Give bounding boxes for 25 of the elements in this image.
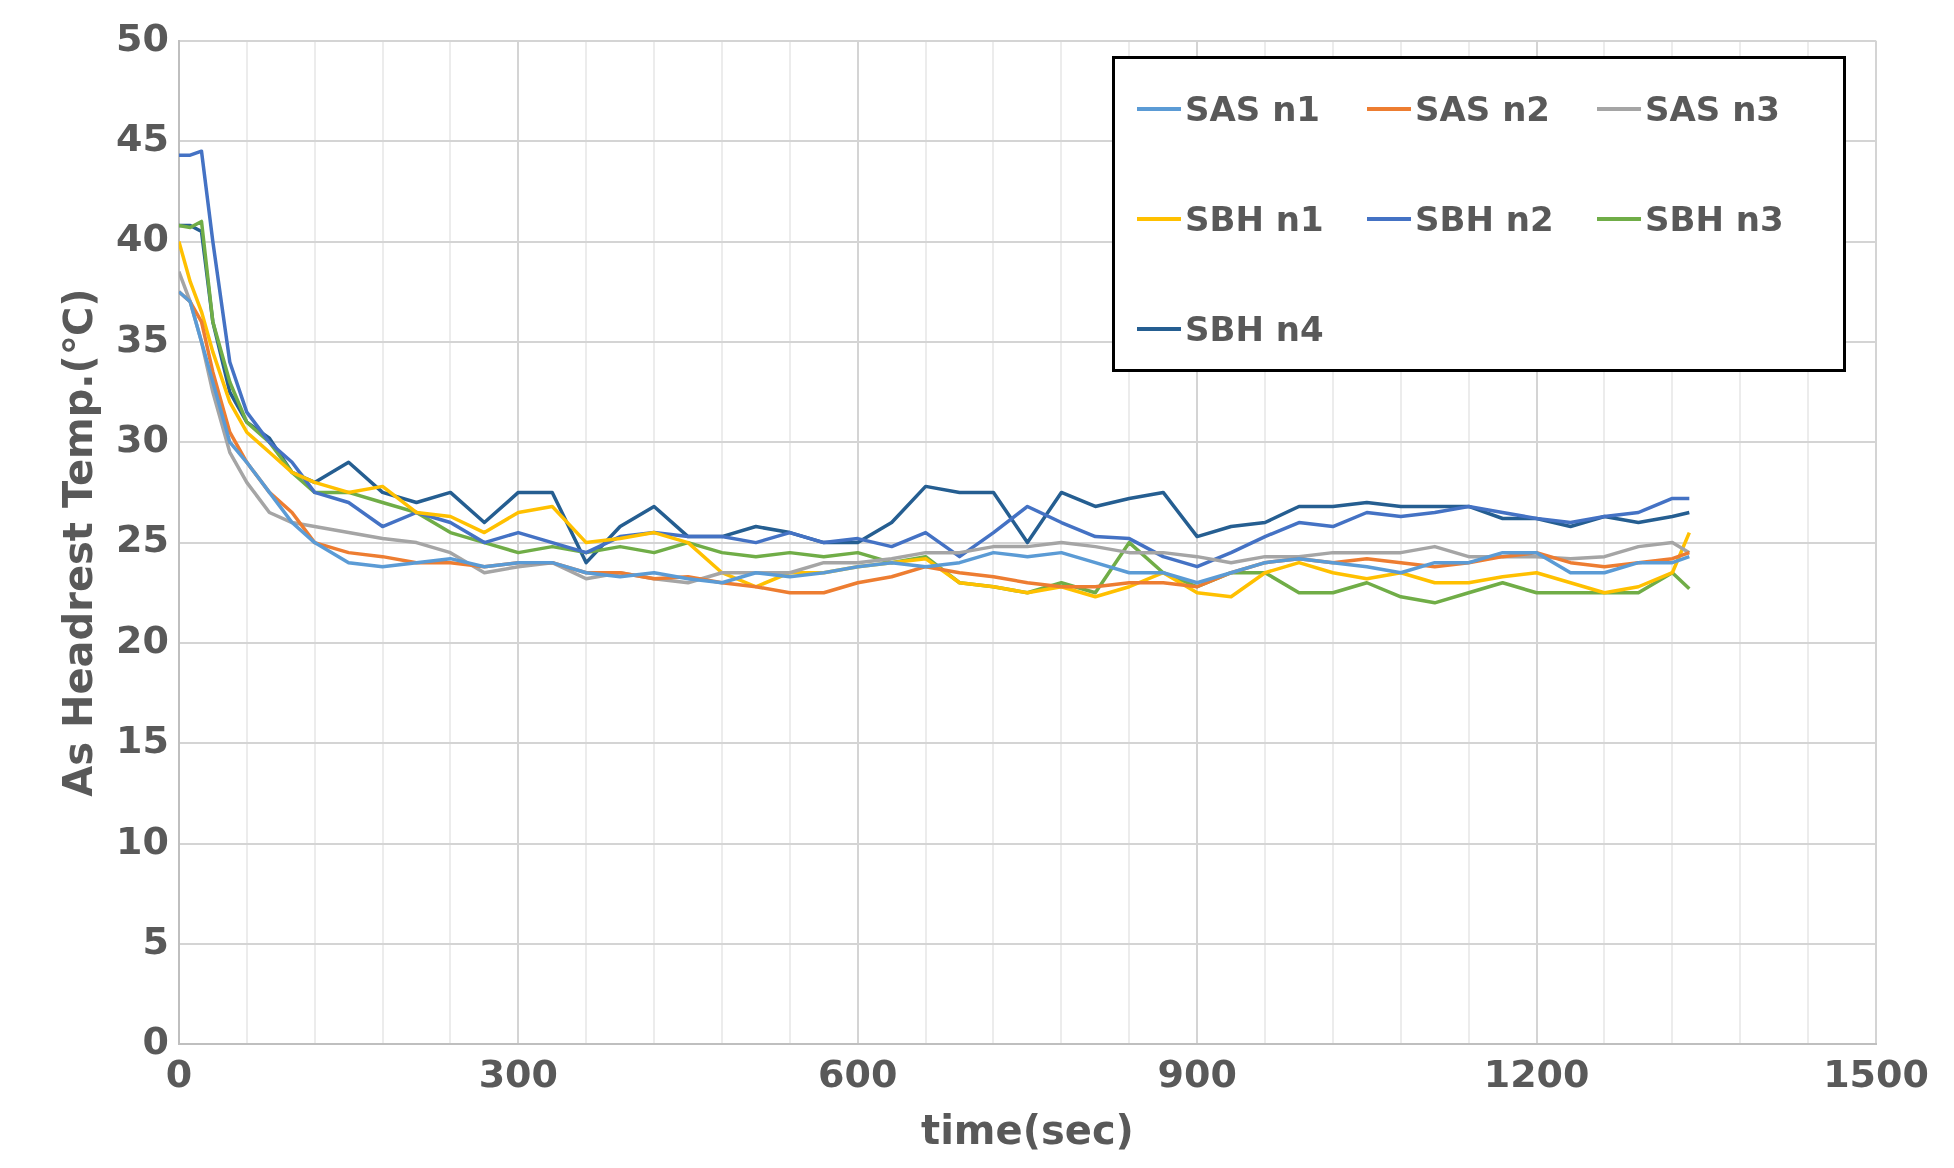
y-tick-label: 45 — [115, 116, 169, 161]
x-tick-label: 1500 — [1823, 1052, 1929, 1097]
y-tick-label: 30 — [115, 417, 169, 462]
legend-label: SBH n4 — [1185, 309, 1324, 349]
x-axis-title: time(sec) — [921, 1107, 1134, 1154]
x-tick-label: 1200 — [1483, 1052, 1590, 1097]
legend-label: SAS n1 — [1185, 89, 1320, 129]
legend-label: SBH n1 — [1185, 199, 1324, 239]
legend-label: SAS n2 — [1415, 89, 1550, 129]
x-tick-label: 900 — [1157, 1052, 1237, 1097]
y-tick-label: 25 — [115, 517, 169, 562]
y-tick-label: 50 — [115, 15, 169, 60]
y-tick-label: 35 — [115, 316, 169, 361]
legend-label: SBH n3 — [1645, 199, 1784, 239]
y-axis-title: As Headrest Temp.(℃) — [55, 288, 102, 797]
x-tick-label: 600 — [818, 1052, 898, 1097]
legend-label: SAS n3 — [1645, 89, 1780, 129]
y-tick-label: 40 — [115, 216, 169, 261]
y-tick-label: 5 — [142, 918, 169, 963]
legend-label: SBH n2 — [1415, 199, 1554, 239]
y-tick-label: 0 — [142, 1019, 169, 1064]
x-tick-label: 300 — [478, 1052, 558, 1097]
y-tick-label: 10 — [115, 818, 169, 863]
y-tick-label: 15 — [115, 718, 169, 763]
y-tick-label: 20 — [115, 617, 169, 662]
